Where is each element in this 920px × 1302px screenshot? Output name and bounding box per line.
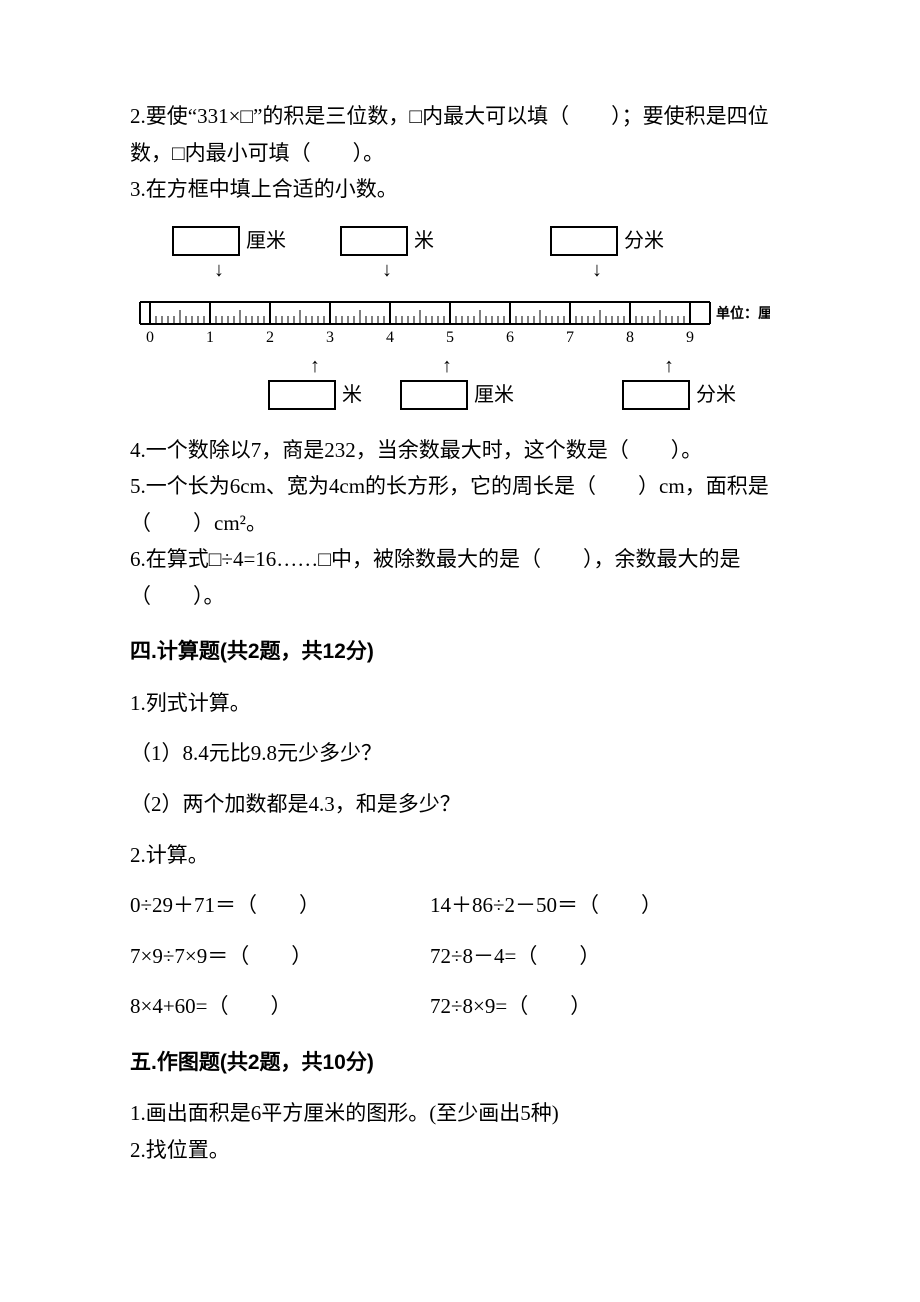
- ruler-svg: 0 1 2 3 4 5 6 7 8 9 单位：厘米: [130, 284, 770, 354]
- ruler-bottom-box: 米: [268, 380, 362, 411]
- calc-row: 8×4+60=（ ）72÷8×9=（ ）: [130, 990, 790, 1023]
- calc-left: 7×9÷7×9＝（ ）: [130, 940, 430, 973]
- down-arrow-icon: ↓: [382, 260, 392, 280]
- sec5-q2: 2.找位置。: [130, 1134, 790, 1167]
- blank-box: [550, 226, 618, 256]
- ruler-digit: 6: [506, 329, 514, 346]
- ruler-top-boxes-row: 厘米 米 分米: [130, 226, 770, 256]
- section-4-heading: 四.计算题(共2题，共12分): [130, 636, 790, 669]
- ruler-bottom-box: 分米: [622, 380, 736, 411]
- unit-label: 米: [342, 380, 362, 411]
- ruler-digit: 7: [566, 329, 574, 346]
- calc-rows: 0÷29＋71＝（ ）14＋86÷2－50＝（ ）7×9÷7×9＝（ ）72÷8…: [130, 889, 790, 1023]
- ruler-bottom-boxes-row: 米 厘米 分米: [130, 380, 770, 410]
- question-2-line-1: 2.要使“331×□”的积是三位数，□内最大可以填（ ）；要使积是四位: [130, 100, 790, 133]
- ruler-top-arrows-row: ↓ ↓ ↓: [130, 260, 770, 282]
- ruler-top-box: 分米: [550, 226, 664, 257]
- calc-row: 0÷29＋71＝（ ）14＋86÷2－50＝（ ）: [130, 889, 790, 922]
- ruler-top-box: 厘米: [172, 226, 286, 257]
- up-arrow-icon: ↑: [664, 356, 674, 376]
- question-3: 3.在方框中填上合适的小数。: [130, 173, 790, 206]
- blank-box: [268, 380, 336, 410]
- calc-left: 8×4+60=（ ）: [130, 990, 430, 1023]
- ruler-digit: 2: [266, 329, 274, 346]
- question-6-line-2: （ ）。: [130, 580, 790, 613]
- ruler-top-box: 米: [340, 226, 434, 257]
- sec5-q1: 1.画出面积是6平方厘米的图形。(至少画出5种): [130, 1097, 790, 1130]
- calc-left: 0÷29＋71＝（ ）: [130, 889, 430, 922]
- ruler-figure: 厘米米分米 ↓↓↓ 0123456789单位：厘米 ↑↑↑ 米厘米分米: [130, 226, 770, 410]
- unit-label: 米: [414, 226, 434, 257]
- calc-right: 72÷8－4=（ ）: [430, 940, 790, 973]
- ruler-bottom-box: 厘米: [400, 380, 514, 411]
- ruler-digit: 8: [626, 329, 634, 346]
- down-arrow-icon: ↓: [214, 260, 224, 280]
- question-5-line-1: 5.一个长为6cm、宽为4cm的长方形，它的周长是（ ）cm，面积是: [130, 470, 790, 503]
- question-5-line-2: （ ）cm²。: [130, 507, 790, 540]
- sec4-q1-2: （2）两个加数都是4.3，和是多少？: [130, 788, 790, 821]
- unit-label: 分米: [696, 380, 736, 411]
- unit-label: 分米: [624, 226, 664, 257]
- calc-right: 72÷8×9=（ ）: [430, 990, 790, 1023]
- calc-row: 7×9÷7×9＝（ ）72÷8－4=（ ）: [130, 940, 790, 973]
- unit-label: 厘米: [474, 380, 514, 411]
- blank-box: [340, 226, 408, 256]
- up-arrow-icon: ↑: [442, 356, 452, 376]
- ruler-digit: 1: [206, 329, 214, 346]
- blank-box: [622, 380, 690, 410]
- question-2-line-2: 数，□内最小可填（ ）。: [130, 137, 790, 170]
- ruler-digit: 0: [146, 329, 154, 346]
- ruler-digit: 5: [446, 329, 454, 346]
- ruler-unit-label: 单位：厘米: [716, 305, 770, 321]
- ruler-digit: 4: [386, 329, 394, 346]
- calc-right: 14＋86÷2－50＝（ ）: [430, 889, 790, 922]
- sec4-q1-1: （1）8.4元比9.8元少多少？: [130, 737, 790, 770]
- sec4-q1-intro: 1.列式计算。: [130, 687, 790, 720]
- blank-box: [400, 380, 468, 410]
- ruler-digit: 3: [326, 329, 334, 346]
- question-6-line-1: 6.在算式□÷4=16……□中，被除数最大的是（ ），余数最大的是: [130, 543, 790, 576]
- unit-label: 厘米: [246, 226, 286, 257]
- ruler-bottom-arrows-row: ↑ ↑ ↑: [130, 356, 770, 378]
- up-arrow-icon: ↑: [310, 356, 320, 376]
- blank-box: [172, 226, 240, 256]
- question-4: 4.一个数除以7，商是232，当余数最大时，这个数是（ ）。: [130, 434, 790, 467]
- ruler-digit: 9: [686, 329, 694, 346]
- sec4-q2-intro: 2.计算。: [130, 839, 790, 872]
- section-5-heading: 五.作图题(共2题，共10分): [130, 1047, 790, 1080]
- down-arrow-icon: ↓: [592, 260, 602, 280]
